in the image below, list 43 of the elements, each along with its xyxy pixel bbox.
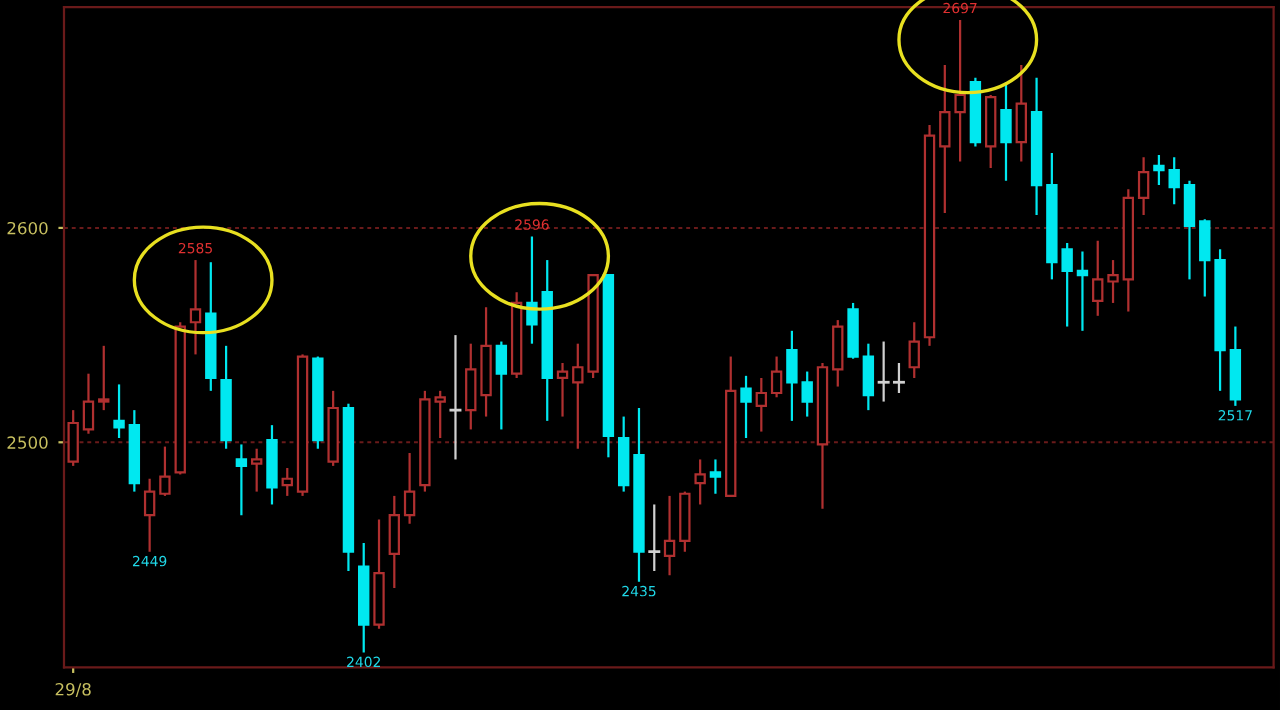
candlestick [832,318,844,388]
candlestick [143,477,156,553]
candlestick [1153,153,1165,187]
candlestick [847,301,859,360]
candlestick [403,451,416,525]
candlestick [617,415,630,493]
candlestick [908,321,920,380]
y-tick-label: 2600 [7,221,48,235]
y-tick-label: 2500 [7,436,48,449]
candlestick [449,334,462,461]
candlestick [465,342,477,431]
candlestick [663,494,676,577]
candlestick [250,447,263,493]
candlestick [1015,63,1027,163]
candlestick [1183,179,1196,281]
candlestick [495,340,508,431]
candlestick [82,372,95,435]
candlestick [67,409,79,467]
candlestick [159,445,171,497]
candlestick [113,383,125,440]
candlestick [862,342,875,412]
candlestick [98,344,110,412]
candlestick [388,494,401,590]
candlestick [679,490,691,553]
candlestick [1000,81,1012,182]
candlestick [1092,239,1104,317]
candlestick [189,258,202,356]
candlestick [235,443,248,517]
candlestick [1137,156,1150,217]
candlestick [770,355,783,399]
candlestick [1107,258,1119,305]
candlestick [1168,156,1180,206]
candlestick [648,503,661,573]
candlestick [281,466,293,497]
candlestick [1199,218,1211,298]
candlestick [694,458,706,506]
candlestick [1076,250,1089,332]
candlestick [266,424,278,506]
candlestick [740,374,752,440]
candlestick [709,458,722,495]
x-tick-label: 29/8 [55,682,91,697]
candlestick [556,361,569,418]
candlestick [755,376,768,433]
